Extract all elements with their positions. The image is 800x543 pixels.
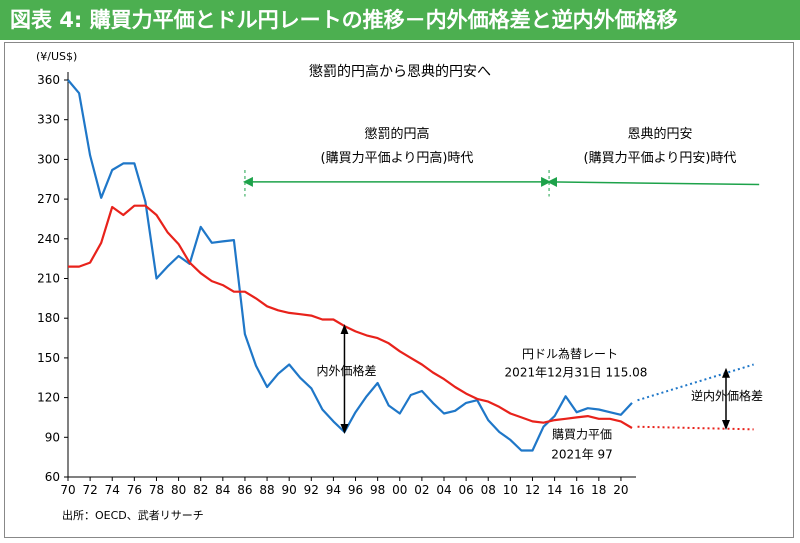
price-gap-label: 内外価格差	[316, 363, 376, 378]
reverse-price-gap-label: 逆内外価格差	[691, 388, 763, 403]
chart-title: 懲罰的円高から恩典的円安へ	[309, 63, 491, 80]
x-tick-label: 16	[569, 483, 584, 497]
x-tick-label: 04	[436, 483, 451, 497]
x-tick-label: 06	[458, 483, 473, 497]
series-lines	[67, 79, 754, 452]
x-tick-label: 14	[547, 483, 562, 497]
projection-line-ppp_proj	[637, 425, 754, 431]
x-tick-label: 88	[259, 483, 274, 497]
x-tick-label: 86	[237, 483, 252, 497]
y-tick-label: 120	[37, 391, 60, 405]
projection-line-rate_proj	[637, 363, 754, 402]
chart-frame	[4, 42, 794, 538]
y-tick-label: 90	[45, 430, 60, 444]
period-arrow-p2	[547, 176, 760, 187]
y-axis-label: (¥/US$)	[36, 50, 77, 63]
period-label-p1-line2: (購買力平価より円高)時代	[321, 150, 474, 166]
x-tick-label: 98	[370, 483, 385, 497]
y-tick-label: 360	[37, 73, 60, 87]
x-tick-label: 00	[392, 483, 407, 497]
x-tick-label: 76	[127, 483, 142, 497]
x-tick-label: 82	[193, 483, 208, 497]
x-tick-label: 74	[105, 483, 120, 497]
x-tick-label: 02	[414, 483, 429, 497]
series-line-ppp	[68, 204, 633, 429]
period-arrows: 懲罰的円高 (購買力平価より円高)時代 恩典的円安 (購買力平価より円安)時代	[242, 126, 760, 197]
x-tick-label: 18	[591, 483, 606, 497]
x-tick-label: 10	[503, 483, 518, 497]
x-tick-label: 12	[525, 483, 540, 497]
period-label-p2-line1: 恩典的円安	[627, 126, 692, 142]
period-label-p1-line1: 懲罰的円高	[364, 126, 429, 142]
x-tick-label: 92	[304, 483, 319, 497]
x-tick-label: 08	[481, 483, 496, 497]
y-tick-label: 150	[37, 351, 60, 365]
y-tick-label: 270	[37, 192, 60, 206]
ppp-label-line1: 購買力平価	[552, 428, 612, 442]
period-label-p2-line2: (購買力平価より円安)時代	[584, 151, 737, 166]
x-tick-label: 84	[215, 483, 230, 497]
y-tick-label: 60	[45, 470, 60, 484]
page-title: 図表 4: 購買力平価とドル円レートの推移－内外価格差と逆内外価格移	[0, 0, 800, 40]
x-tick-label: 20	[613, 483, 628, 497]
x-tick-label: 78	[149, 483, 164, 497]
x-tick-label: 72	[82, 483, 97, 497]
y-tick-label: 300	[37, 152, 60, 166]
x-tick-label: 94	[326, 483, 341, 497]
ppp-label-line2: 2021年 97	[551, 447, 613, 461]
y-tick-label: 210	[37, 272, 60, 286]
source-note: 出所：OECD、武者リサーチ	[62, 508, 204, 522]
y-tick-label: 330	[37, 113, 60, 127]
rate-label-line1: 円ドル為替レート	[522, 347, 618, 361]
x-tick-label: 96	[348, 483, 363, 497]
y-tick-label: 180	[37, 311, 60, 325]
y-tick-label: 240	[37, 232, 60, 246]
x-tick-label: 80	[171, 483, 186, 497]
x-tick-label: 70	[60, 483, 75, 497]
rate-label-line2: 2021年12月31日 115.08	[505, 365, 648, 379]
x-tick-label: 90	[282, 483, 297, 497]
series-line-rate	[67, 79, 633, 452]
